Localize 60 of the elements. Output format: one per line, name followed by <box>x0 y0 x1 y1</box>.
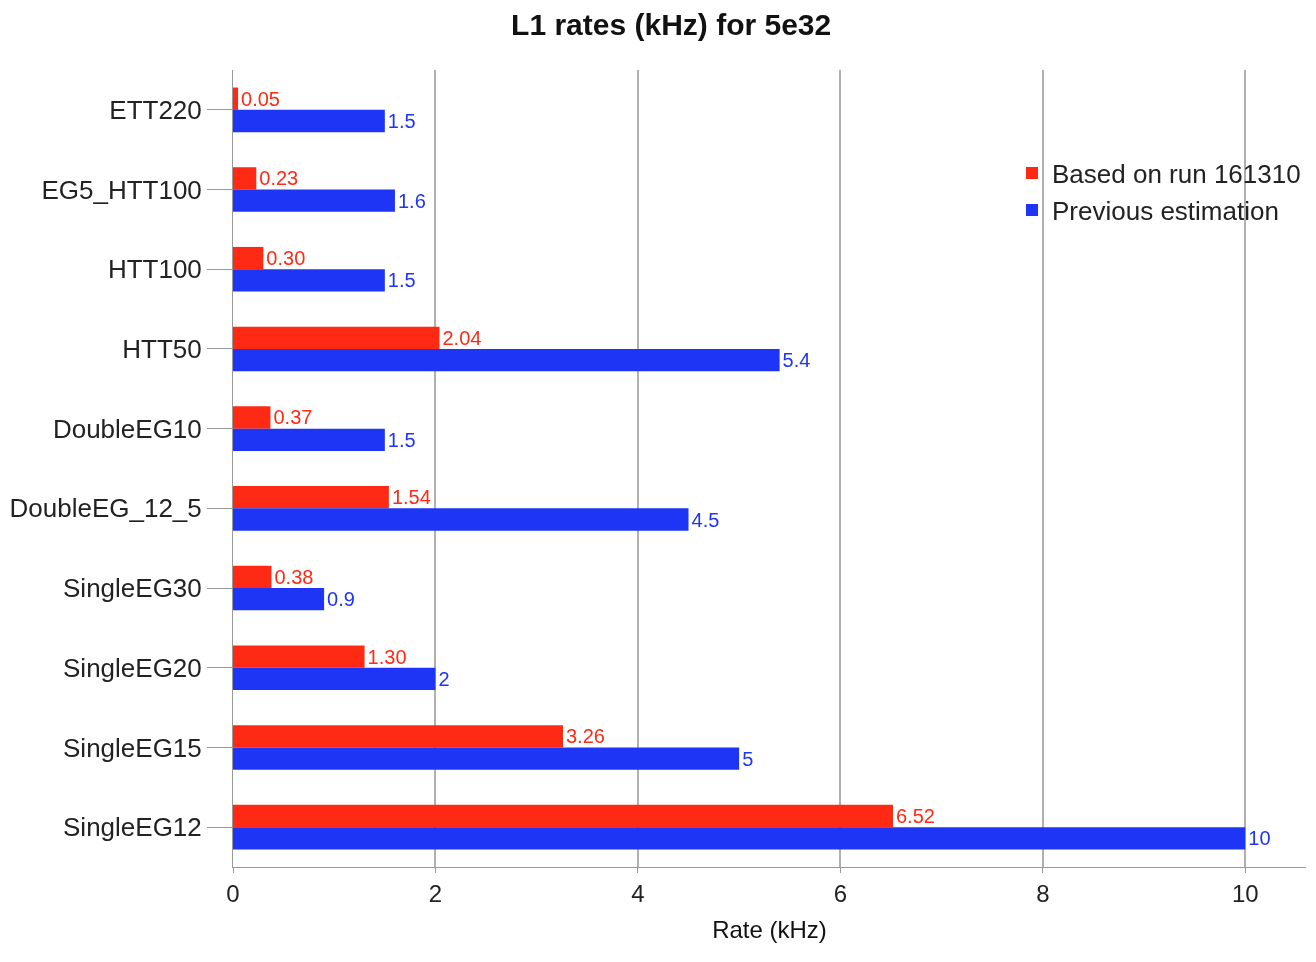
y-tick-label: HTT100 <box>107 254 202 285</box>
bar <box>233 565 272 589</box>
data-label: 2.04 <box>442 326 482 349</box>
bar <box>233 827 1246 850</box>
bar <box>233 486 389 509</box>
bar <box>233 167 257 190</box>
y-tick-label: SingleEG30 <box>63 573 202 604</box>
y-tick-label: SingleEG15 <box>63 732 202 763</box>
chart-title: L1 rates (kHz) for 5e32 <box>511 8 832 42</box>
bar <box>233 189 395 212</box>
data-label: 0.30 <box>266 247 306 270</box>
bar <box>233 87 239 110</box>
bar <box>233 246 264 270</box>
y-tick-label: DoubleEG_12_5 <box>9 493 202 524</box>
data-label: 2 <box>438 667 450 690</box>
x-tick-label: 2 <box>428 879 443 907</box>
y-tick-label: SingleEG12 <box>63 812 202 843</box>
data-label: 10 <box>1248 827 1271 850</box>
data-label: 5.4 <box>782 349 811 372</box>
data-label: 0.23 <box>259 167 299 190</box>
bar <box>233 725 563 748</box>
bar <box>233 406 271 429</box>
y-tick-label: ETT220 <box>109 94 202 125</box>
data-label: 1.5 <box>387 269 416 292</box>
legend-label: Based on run 161310 <box>1052 159 1301 190</box>
bar <box>233 269 385 292</box>
data-label: 0.05 <box>241 87 280 110</box>
y-tick-label: EG5_HTT100 <box>41 174 202 205</box>
bar <box>233 326 440 349</box>
data-label: 0.38 <box>274 565 314 588</box>
data-label: 1.5 <box>387 110 416 133</box>
data-label: 6.52 <box>896 804 935 827</box>
x-tick-label: 6 <box>833 879 848 907</box>
data-label: 1.5 <box>387 428 416 451</box>
x-tick-label: 8 <box>1036 879 1050 907</box>
bar <box>233 428 385 451</box>
x-tick-label: 4 <box>631 879 645 907</box>
y-tick-label: DoubleEG10 <box>52 413 202 444</box>
data-label: 1.54 <box>391 486 431 509</box>
data-label: 0.9 <box>327 588 355 611</box>
bar <box>233 747 740 770</box>
data-label: 3.26 <box>566 725 605 748</box>
data-label: 1.6 <box>397 189 426 212</box>
bar <box>233 645 365 668</box>
x-tick-label: 10 <box>1231 879 1259 907</box>
bar <box>233 804 893 828</box>
bar <box>233 588 325 611</box>
data-label: 0.37 <box>273 406 313 429</box>
x-tick-label: 0 <box>226 879 240 907</box>
data-label: 1.30 <box>367 645 407 668</box>
bar <box>233 348 780 372</box>
legend-label: Previous estimation <box>1052 196 1279 227</box>
x-axis-title: Rate (kHz) <box>712 916 827 944</box>
data-label: 4.5 <box>691 508 720 531</box>
data-label: 5 <box>742 747 754 770</box>
y-tick-label: HTT50 <box>122 334 202 365</box>
y-tick-label: SingleEG20 <box>63 652 202 683</box>
bar <box>233 109 385 133</box>
bar <box>233 667 436 691</box>
bar <box>233 508 689 531</box>
